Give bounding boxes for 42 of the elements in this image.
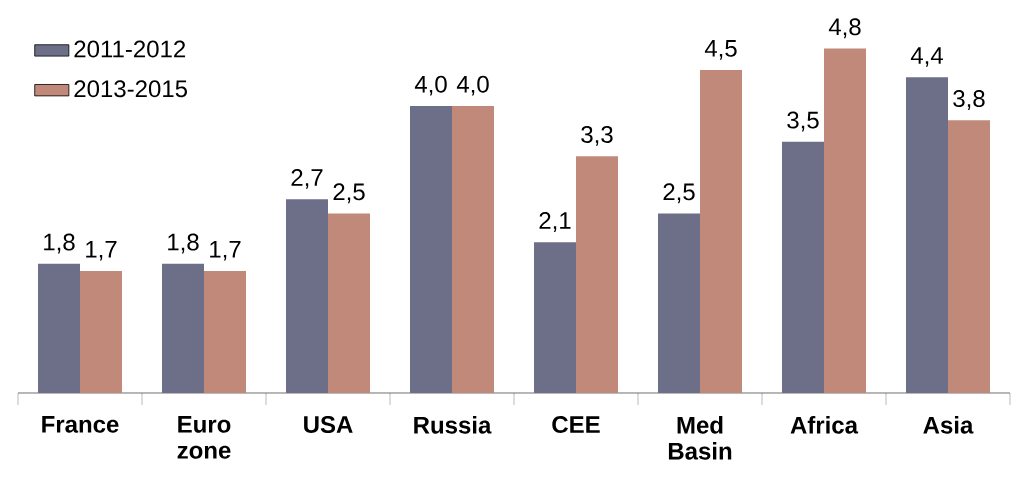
data-label: 4,5 — [704, 40, 737, 60]
data-label: 2,1 — [539, 212, 571, 232]
data-label: 3,5 — [787, 111, 819, 132]
bar — [534, 242, 577, 393]
data-label: 2,5 — [333, 183, 365, 204]
data-label: 4,0 — [456, 75, 489, 96]
bar — [162, 263, 205, 393]
legend-label: 2013-2015 — [74, 80, 187, 98]
data-label: 1,7 — [86, 241, 117, 261]
bar — [204, 271, 247, 393]
legend-label: 2011-2012 — [74, 40, 186, 58]
x-tick-label: Med Basin — [668, 416, 732, 460]
x-tick-label: Euro zone — [177, 416, 231, 459]
data-label: 4,8 — [828, 18, 861, 39]
x-tick-label: Africa — [790, 416, 859, 434]
bar — [948, 120, 990, 393]
data-label: 1,8 — [168, 233, 199, 254]
bar — [38, 263, 81, 393]
data-label: 1,7 — [210, 241, 241, 261]
data-label: 1,8 — [44, 233, 75, 254]
data-label: 3,3 — [581, 125, 613, 146]
data-label: 3,8 — [953, 90, 985, 110]
data-label: 2,5 — [663, 183, 695, 204]
x-tick-label: CEE — [552, 416, 600, 434]
bar — [328, 213, 371, 393]
x-tick-label: Asia — [923, 416, 974, 434]
data-label: 4,0 — [414, 75, 447, 96]
bar — [658, 213, 701, 393]
bar — [782, 141, 824, 393]
bar — [286, 199, 329, 393]
x-tick-label: France — [42, 416, 119, 433]
bar — [576, 156, 619, 393]
bar — [700, 70, 743, 393]
bar — [906, 77, 948, 393]
bar — [824, 48, 866, 393]
x-tick-label: Russia — [414, 416, 492, 434]
data-label: 2,7 — [291, 169, 323, 189]
x-tick-label: USA — [304, 416, 353, 434]
bar — [410, 105, 453, 393]
bar — [452, 105, 495, 393]
bar — [80, 271, 123, 393]
data-label: 4,4 — [910, 47, 943, 67]
